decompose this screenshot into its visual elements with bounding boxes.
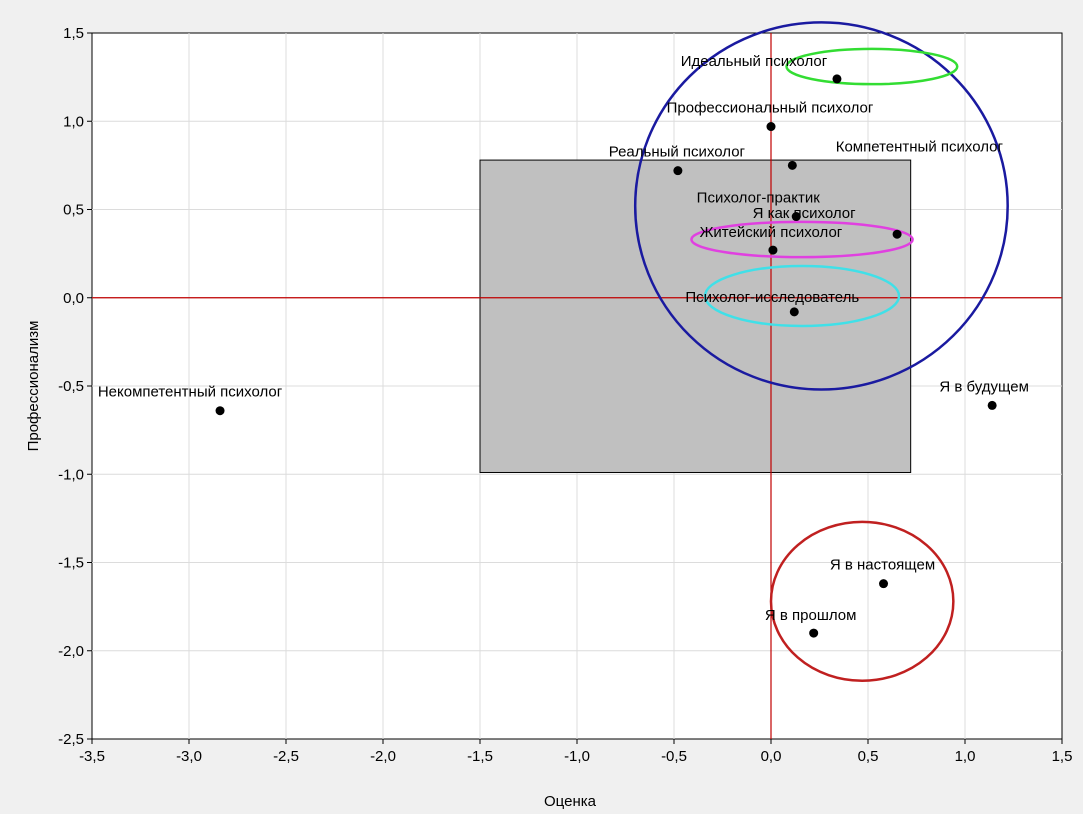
point-label: Я как психолог	[753, 205, 857, 222]
point-label: Психолог-исследователь	[685, 289, 859, 306]
x-tick-label: 0,0	[761, 748, 782, 765]
point-label: Психолог-практик	[697, 190, 821, 207]
data-point	[988, 401, 997, 410]
x-tick-label: -0,5	[661, 748, 687, 765]
x-tick-label: -3,5	[79, 748, 105, 765]
data-point	[893, 230, 902, 239]
data-point	[767, 122, 776, 131]
y-tick-label: 1,5	[63, 25, 84, 42]
x-tick-label: -1,5	[467, 748, 493, 765]
data-point	[788, 161, 797, 170]
x-tick-label: -3,0	[176, 748, 202, 765]
data-point	[879, 579, 888, 588]
point-label: Житейский психолог	[700, 224, 843, 241]
y-axis-title: Профессионализм	[25, 321, 42, 452]
data-point	[832, 74, 841, 83]
point-label: Реальный психолог	[609, 144, 746, 161]
data-point	[673, 166, 682, 175]
y-tick-label: 0,5	[63, 202, 84, 219]
x-tick-label: 1,0	[955, 748, 976, 765]
point-label: Профессиональный психолог	[667, 100, 874, 117]
x-tick-label: -2,5	[273, 748, 299, 765]
data-point	[790, 307, 799, 316]
y-tick-label: -2,5	[58, 731, 84, 748]
y-tick-label: -1,0	[58, 466, 84, 483]
point-label: Идеальный психолог	[681, 53, 828, 70]
data-point	[809, 629, 818, 638]
data-point	[216, 406, 225, 415]
point-label: Я в будущем	[939, 378, 1028, 395]
y-tick-label: -1,5	[58, 555, 84, 572]
y-tick-label: 0,0	[63, 290, 84, 307]
point-label: Некомпетентный психолог	[98, 384, 283, 401]
x-axis-title: Оценка	[544, 793, 597, 810]
x-tick-label: 0,5	[858, 748, 879, 765]
x-tick-label: -2,0	[370, 748, 396, 765]
point-label: Я в настоящем	[830, 557, 935, 574]
y-tick-label: -2,0	[58, 643, 84, 660]
y-tick-label: -0,5	[58, 378, 84, 395]
point-label: Компетентный психолог	[836, 138, 1004, 155]
data-point	[768, 246, 777, 255]
y-tick-label: 1,0	[63, 113, 84, 130]
point-label: Я в прошлом	[765, 607, 857, 624]
x-tick-label: -1,0	[564, 748, 590, 765]
x-tick-label: 1,5	[1052, 748, 1073, 765]
